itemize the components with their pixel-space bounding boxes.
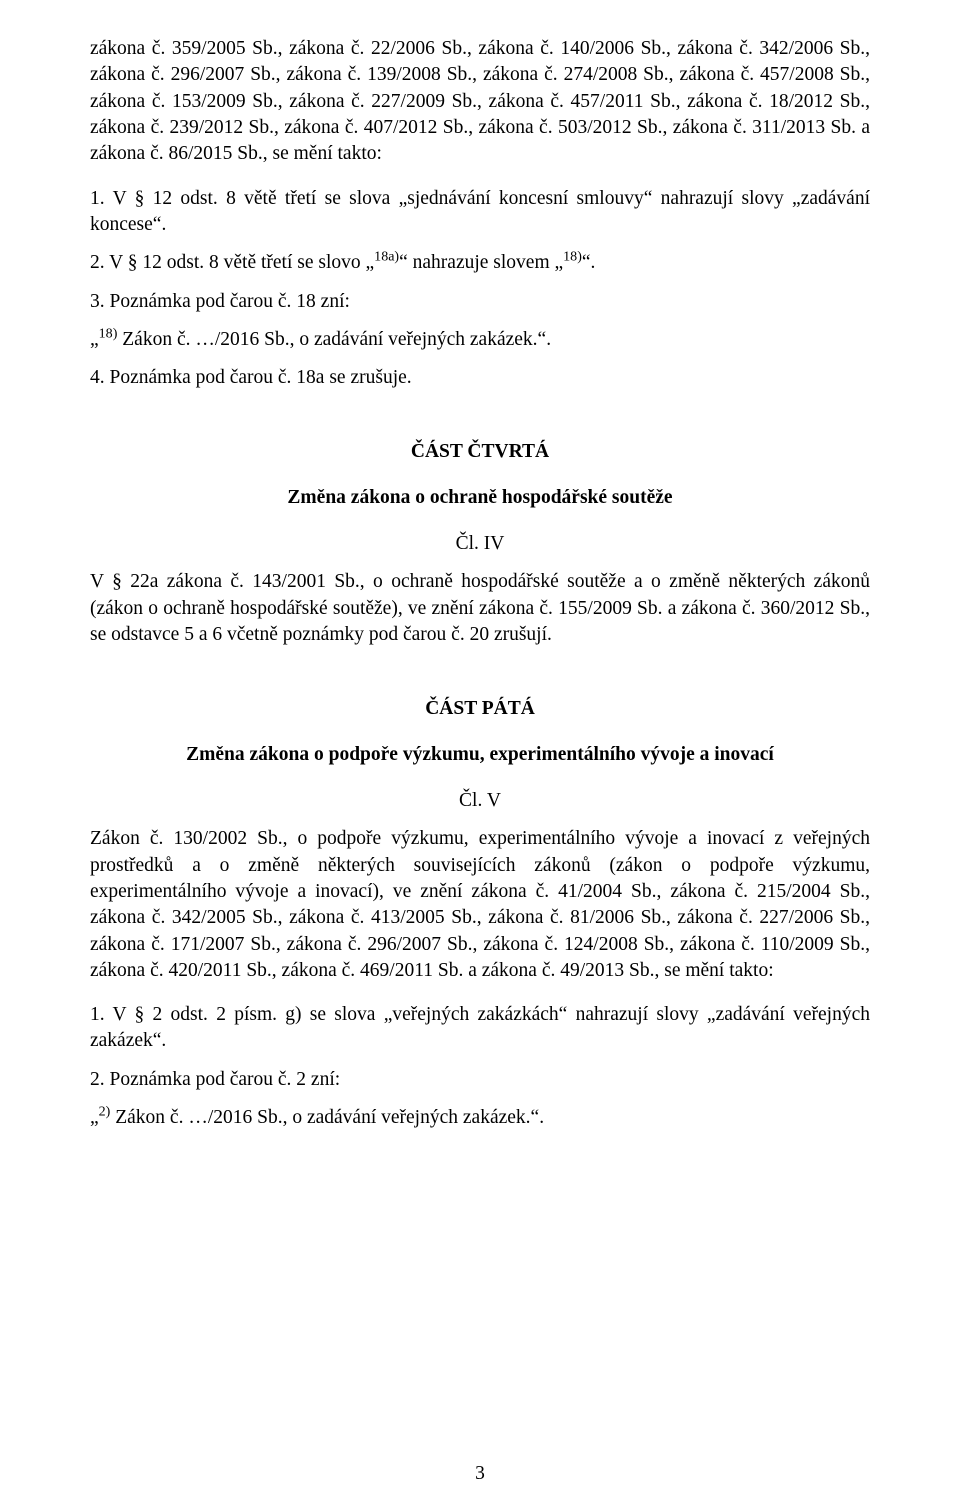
part5-item-2-quote-b: Zákon č. …/2016 Sb., o zadávání veřejnýc… — [110, 1107, 544, 1128]
part5-item-2: 2. Poznámka pod čarou č. 2 zní: — [90, 1067, 870, 1093]
item-2-a: 2. V § 12 odst. 8 větě třetí se slovo „ — [90, 252, 374, 273]
item-3-quote-sup: 18) — [99, 325, 118, 341]
document-page: zákona č. 359/2005 Sb., zákona č. 22/200… — [0, 0, 960, 1509]
item-2-sup1: 18a) — [374, 249, 399, 265]
part5-heading: ČÁST PÁTÁ — [90, 696, 870, 722]
page-number: 3 — [0, 1461, 960, 1487]
part5-item-2-quote-a: „ — [90, 1107, 99, 1128]
part5-item-2-quote-sup: 2) — [99, 1104, 111, 1120]
item-3-quote-b: Zákon č. …/2016 Sb., o zadávání veřejnýc… — [117, 329, 551, 350]
item-2-sup2: 18) — [563, 249, 582, 265]
item-3: 3. Poznámka pod čarou č. 18 zní: — [90, 289, 870, 315]
part5-body: Zákon č. 130/2002 Sb., o podpoře výzkumu… — [90, 826, 870, 984]
part5-item-1: 1. V § 2 odst. 2 písm. g) se slova „veře… — [90, 1002, 870, 1055]
item-4: 4. Poznámka pod čarou č. 18a se zrušuje. — [90, 365, 870, 391]
part4-subheading: Změna zákona o ochraně hospodářské soutě… — [90, 485, 870, 511]
part4-body: V § 22a zákona č. 143/2001 Sb., o ochran… — [90, 569, 870, 648]
part5-item-2-quote: „2) Zákon č. …/2016 Sb., o zadávání veře… — [90, 1105, 870, 1131]
part5-article: Čl. V — [90, 788, 870, 814]
item-2: 2. V § 12 odst. 8 větě třetí se slovo „1… — [90, 250, 870, 276]
item-2-b: “ nahrazuje slovem „ — [399, 252, 563, 273]
part4-article: Čl. IV — [90, 531, 870, 557]
part5-subheading: Změna zákona o podpoře výzkumu, experime… — [90, 742, 870, 768]
item-1: 1. V § 12 odst. 8 větě třetí se slova „s… — [90, 186, 870, 239]
amendment-list: zákona č. 359/2005 Sb., zákona č. 22/200… — [90, 36, 870, 168]
item-2-c: “. — [582, 252, 596, 273]
part4-heading: ČÁST ČTVRTÁ — [90, 439, 870, 465]
item-3-quote-a: „ — [90, 329, 99, 350]
item-3-quote: „18) Zákon č. …/2016 Sb., o zadávání veř… — [90, 327, 870, 353]
